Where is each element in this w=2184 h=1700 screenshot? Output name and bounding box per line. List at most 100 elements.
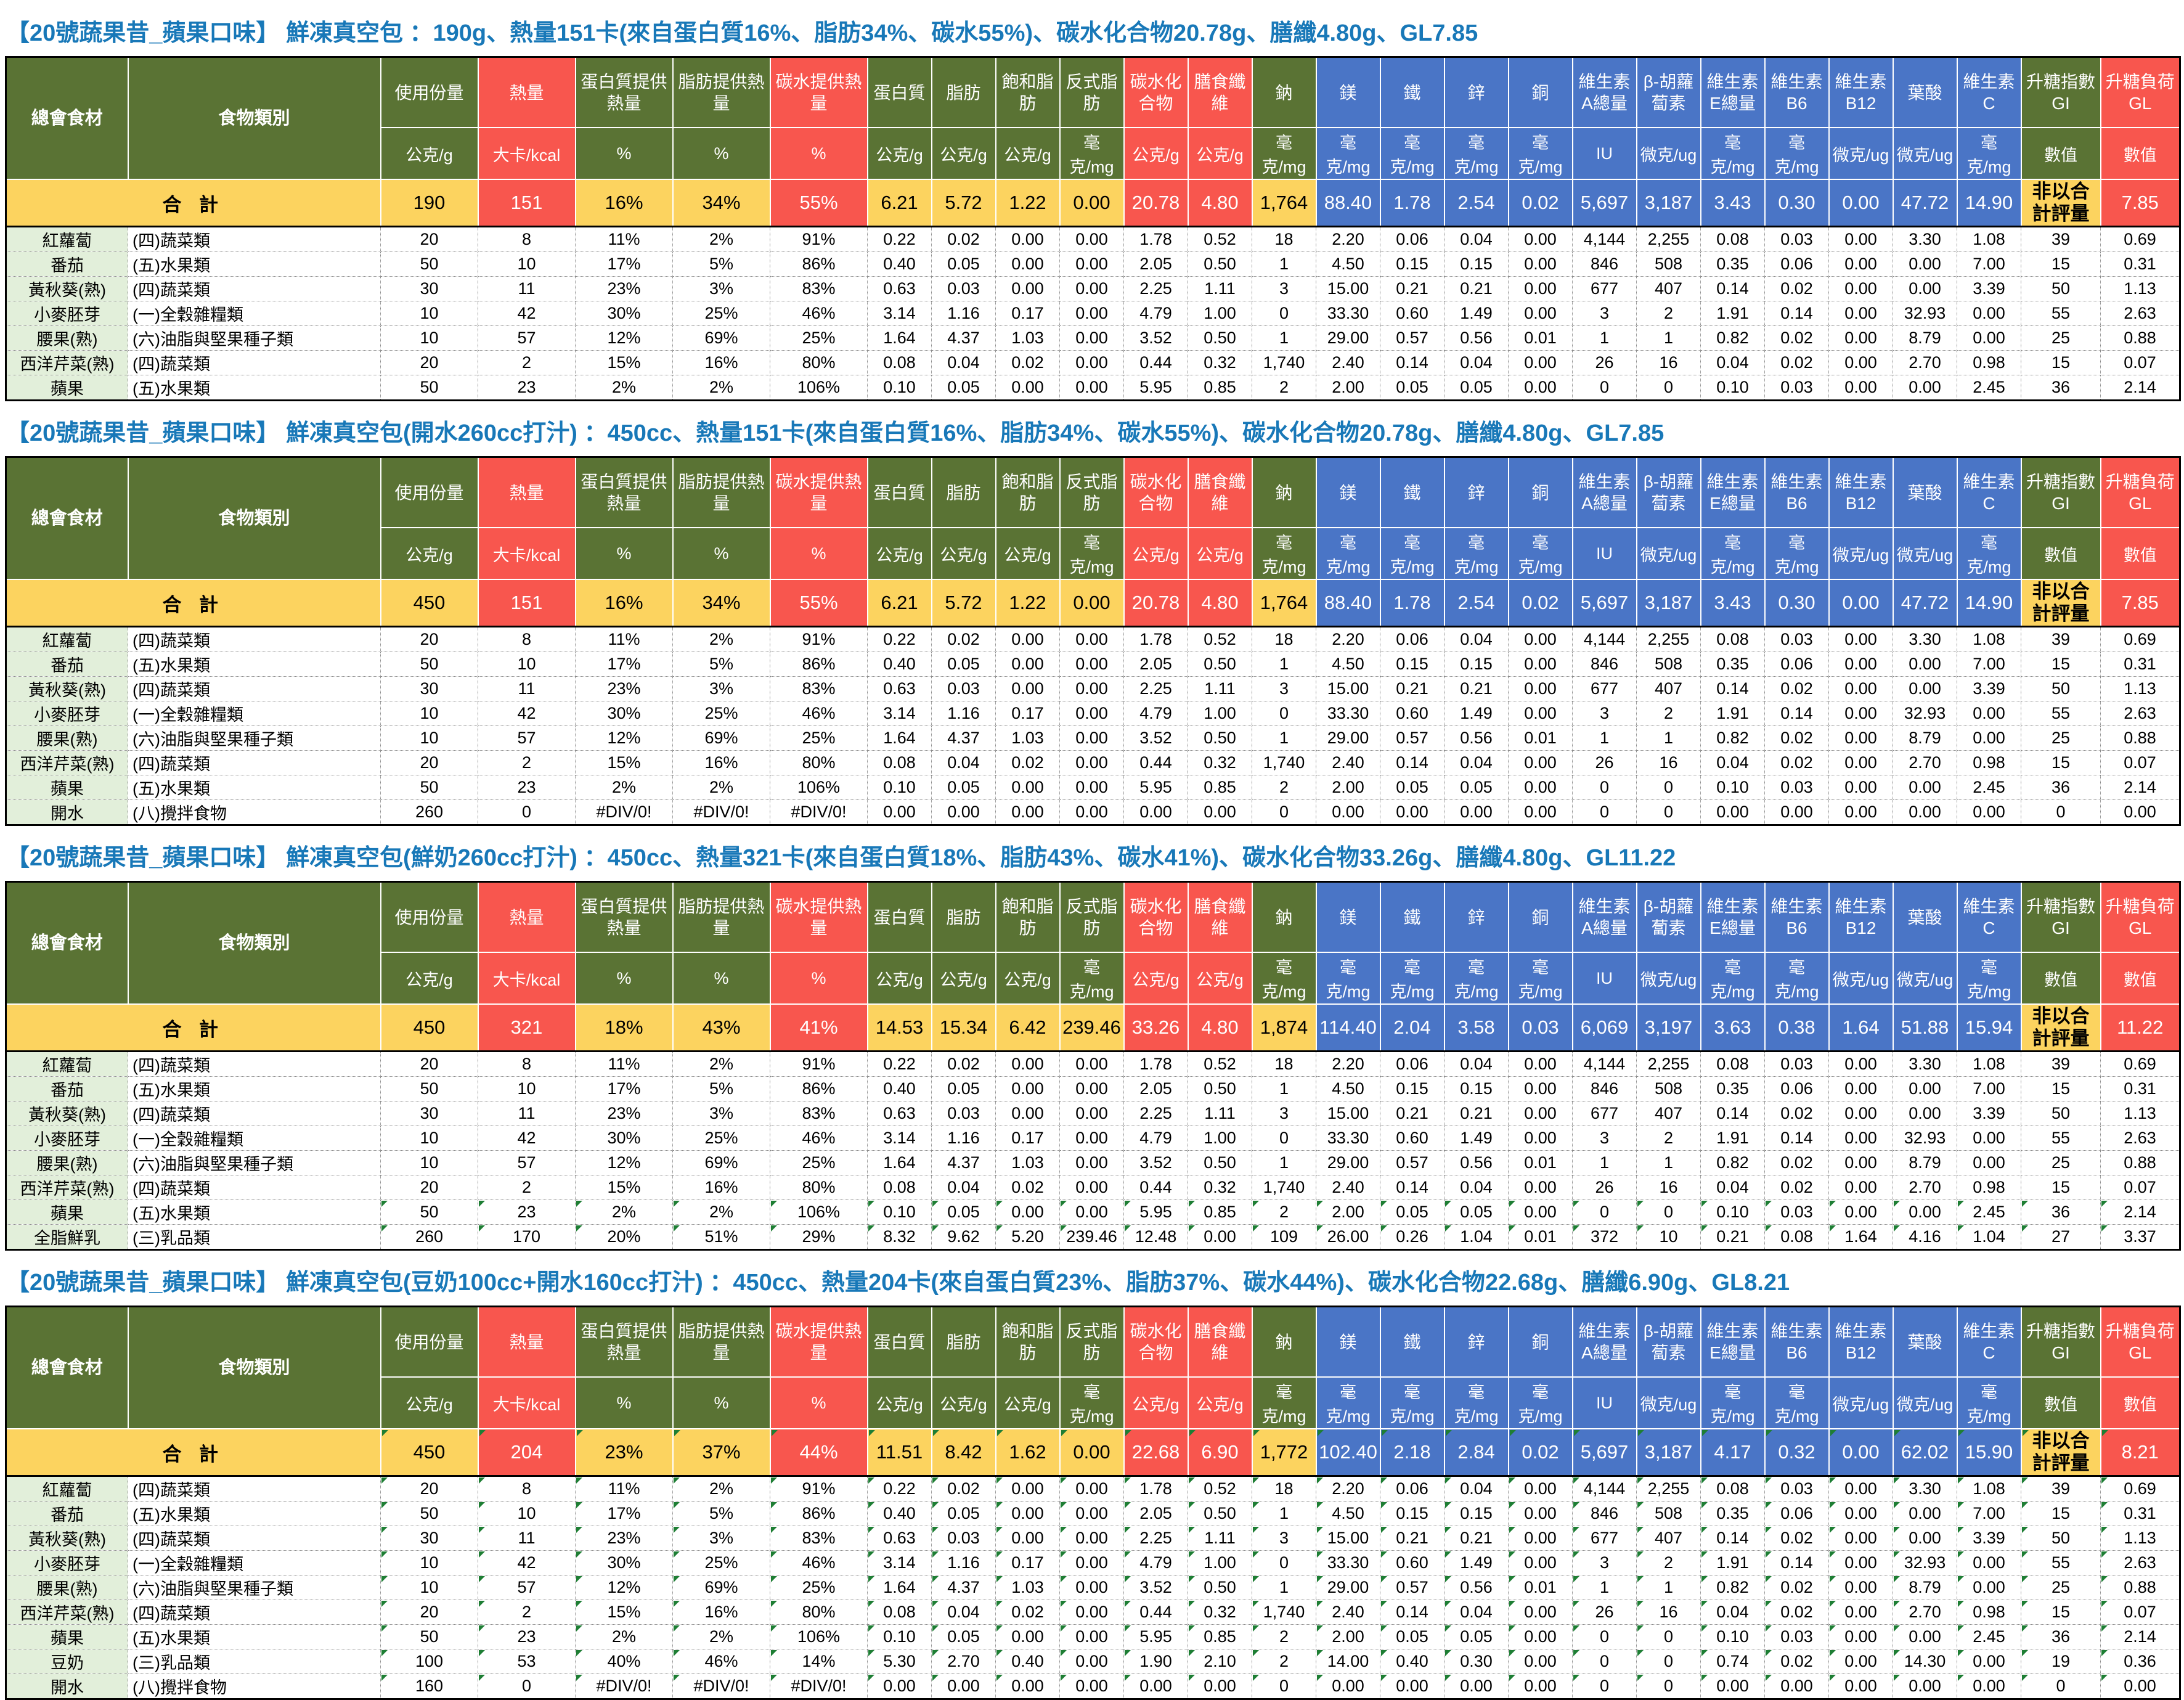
value-cell: 2% <box>672 226 770 252</box>
total-value: 190 <box>380 179 479 227</box>
column-header: 脂肪提供熱量 <box>672 881 771 953</box>
value-cell: 2 <box>478 1175 576 1200</box>
food-category: (五)水果類 <box>128 1199 381 1225</box>
value-cell: 0.14 <box>1700 1101 1765 1126</box>
value-cell: 46% <box>770 301 868 326</box>
column-unit: 毫克/mg <box>1764 127 1830 180</box>
value-cell: 2 <box>478 1600 576 1625</box>
column-header: 維生素B12 <box>1828 56 1894 128</box>
value-cell: 0.69 <box>2100 226 2180 252</box>
value-cell: 69% <box>672 1150 770 1175</box>
value-cell: 30% <box>575 701 673 726</box>
column-header: 鐵 <box>1379 881 1445 953</box>
value-cell: 0 <box>1252 1126 1316 1151</box>
value-cell: 0.00 <box>1059 251 1124 277</box>
value-cell: 26 <box>1572 1175 1637 1200</box>
value-cell: 0.00 <box>931 799 996 825</box>
value-cell: #DIV/0! <box>770 799 868 825</box>
value-cell: 3.52 <box>1123 325 1188 351</box>
value-cell: 0.00 <box>1828 1550 1893 1575</box>
value-cell: 1.64 <box>867 1575 932 1600</box>
food-category: (一)全穀雜糧類 <box>128 701 381 726</box>
value-cell: 20 <box>380 350 478 375</box>
value-cell: 16 <box>1636 750 1701 775</box>
value-cell: 2.63 <box>2100 1550 2180 1575</box>
value-cell: 0.21 <box>1444 676 1509 701</box>
value-cell: 3.14 <box>867 1126 932 1151</box>
value-cell: 0.00 <box>1828 725 1893 751</box>
value-cell: 0.01 <box>1508 1575 1573 1600</box>
value-cell: 2% <box>672 626 770 652</box>
column-header: 鎂 <box>1315 56 1381 128</box>
ingredient-name: 西洋芹菜(熟) <box>6 750 128 775</box>
value-cell: 0.15 <box>1444 1501 1509 1526</box>
value-cell: 508 <box>1636 1076 1701 1101</box>
value-cell: 0.88 <box>2100 1150 2180 1175</box>
value-cell: 3.39 <box>1957 1101 2021 1126</box>
column-header: 總會食材 <box>5 56 129 180</box>
value-cell: 2% <box>672 375 770 401</box>
value-cell: 20 <box>380 750 478 775</box>
value-cell: 25 <box>2021 1150 2101 1175</box>
value-cell: 4.79 <box>1123 301 1188 326</box>
value-cell: 57 <box>478 725 576 751</box>
value-cell: 3 <box>1252 676 1316 701</box>
value-cell: 0.32 <box>1188 350 1252 375</box>
value-cell: 19 <box>2021 1649 2101 1674</box>
column-unit: 數值 <box>2100 952 2181 1005</box>
value-cell: 50 <box>2021 276 2101 301</box>
total-value: 88.40 <box>1315 579 1381 627</box>
food-category: (一)全穀雜糧類 <box>128 1550 381 1575</box>
column-header: 蛋白質提供熱量 <box>574 1306 674 1378</box>
column-unit: 毫克/mg <box>1443 127 1509 180</box>
value-cell: 0.56 <box>1444 325 1509 351</box>
value-cell: 0.08 <box>1700 626 1765 652</box>
value-cell: 3.52 <box>1123 1150 1188 1175</box>
value-cell: 0.14 <box>1764 701 1829 726</box>
value-cell: 0.02 <box>931 1051 996 1077</box>
value-cell: 10 <box>380 301 478 326</box>
value-cell: 0.57 <box>1380 1575 1444 1600</box>
value-cell: 0.15 <box>1444 251 1509 277</box>
value-cell: 20 <box>380 1051 478 1077</box>
value-cell: 1.08 <box>1957 1051 2021 1077</box>
value-cell: 50 <box>380 775 478 800</box>
value-cell: 508 <box>1636 652 1701 677</box>
total-value: 2.18 <box>1379 1428 1445 1477</box>
value-cell: 12% <box>575 725 673 751</box>
value-cell: 0.00 <box>1059 676 1124 701</box>
value-cell: 0.85 <box>1188 775 1252 800</box>
value-cell: 83% <box>770 1526 868 1551</box>
food-category: (三)乳品類 <box>128 1649 381 1674</box>
value-cell: 0.50 <box>1188 251 1252 277</box>
value-cell: 1 <box>1636 325 1701 351</box>
value-cell: 0.00 <box>1059 1624 1124 1649</box>
value-cell: 5.95 <box>1123 1199 1188 1225</box>
value-cell: 0.01 <box>1508 1224 1573 1250</box>
value-cell: 3.30 <box>1893 1051 1957 1077</box>
value-cell: 372 <box>1572 1224 1637 1250</box>
value-cell: 15.00 <box>1316 676 1380 701</box>
total-value: 151 <box>477 179 576 227</box>
value-cell: 0.14 <box>1764 1126 1829 1151</box>
column-header: 食物類別 <box>127 881 381 1005</box>
value-cell: 0 <box>1636 1624 1701 1649</box>
column-header: 鎂 <box>1315 456 1381 528</box>
column-unit: 微克/ug <box>1892 952 1958 1005</box>
value-cell: 2 <box>1636 701 1701 726</box>
column-header: 銅 <box>1507 456 1573 528</box>
value-cell: 0.00 <box>1059 1199 1124 1225</box>
value-cell: 30 <box>380 676 478 701</box>
value-cell: 1 <box>1572 1575 1637 1600</box>
column-unit: 公克/g <box>995 127 1061 180</box>
value-cell: 3.30 <box>1893 226 1957 252</box>
value-cell: 0.00 <box>1828 1600 1893 1625</box>
column-header: 維生素B6 <box>1764 56 1830 128</box>
value-cell: 4,144 <box>1572 626 1637 652</box>
ingredient-row: 小麥胚芽 (一)全穀雜糧類 10 42 30% 25% 46% 3.14 1.16 0.17 0.0… <box>6 1550 2180 1575</box>
total-value: 非以合計評量 <box>2020 179 2101 227</box>
value-cell: 2.05 <box>1123 1076 1188 1101</box>
value-cell: 2.00 <box>1316 1199 1380 1225</box>
value-cell: 16 <box>1636 350 1701 375</box>
value-cell: 0.00 <box>1508 375 1573 401</box>
